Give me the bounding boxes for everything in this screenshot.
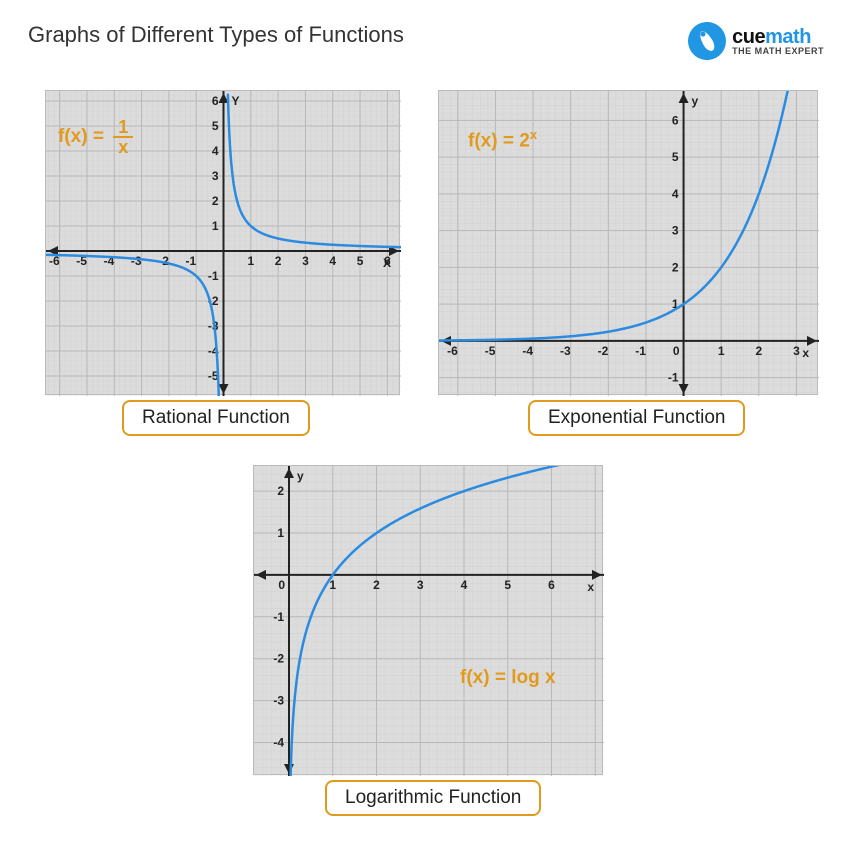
formula-logarithmic: f(x) = log x: [460, 668, 556, 687]
chart-panel-logarithmic: 0123456-4-3-2-112xy: [253, 465, 603, 775]
svg-text:1: 1: [277, 526, 284, 540]
svg-text:x: x: [802, 346, 809, 360]
chart-label-rational: Rational Function: [122, 400, 310, 436]
svg-text:3: 3: [672, 224, 679, 238]
logo-brand-suffix: math: [765, 26, 811, 48]
svg-text:X: X: [383, 256, 391, 270]
svg-text:Y: Y: [232, 94, 240, 108]
svg-text:2: 2: [277, 484, 284, 498]
svg-text:-3: -3: [273, 694, 284, 708]
svg-text:4: 4: [672, 187, 679, 201]
svg-text:1: 1: [247, 254, 254, 268]
svg-text:5: 5: [357, 254, 364, 268]
logo-brand: cuemath: [732, 27, 824, 47]
svg-text:1: 1: [718, 344, 725, 358]
svg-text:-1: -1: [208, 269, 219, 283]
svg-text:-5: -5: [485, 344, 496, 358]
svg-text:y: y: [297, 469, 304, 483]
logo-brand-prefix: cue: [732, 26, 765, 48]
svg-text:2: 2: [275, 254, 282, 268]
svg-text:-2: -2: [273, 652, 284, 666]
svg-text:6: 6: [548, 578, 555, 592]
formula-rational: f(x) = 1x: [58, 118, 133, 156]
formula-exponential: f(x) = 2x: [468, 128, 537, 150]
svg-text:2: 2: [373, 578, 380, 592]
svg-text:5: 5: [212, 119, 219, 133]
svg-text:3: 3: [212, 169, 219, 183]
chart-label-logarithmic: Logarithmic Function: [325, 780, 541, 816]
svg-text:2: 2: [212, 194, 219, 208]
svg-text:6: 6: [672, 113, 679, 127]
svg-text:-1: -1: [668, 371, 679, 385]
logo: cuemath THE MATH EXPERT: [688, 22, 824, 60]
page-title: Graphs of Different Types of Functions: [28, 22, 404, 48]
svg-text:y: y: [692, 94, 699, 108]
svg-text:-4: -4: [273, 735, 284, 749]
svg-text:2: 2: [755, 344, 762, 358]
svg-text:3: 3: [417, 578, 424, 592]
svg-text:-2: -2: [598, 344, 609, 358]
svg-text:1: 1: [212, 219, 219, 233]
logo-text: cuemath THE MATH EXPERT: [732, 27, 824, 56]
svg-text:0: 0: [673, 344, 680, 358]
svg-text:-4: -4: [522, 344, 533, 358]
svg-text:3: 3: [302, 254, 309, 268]
svg-text:6: 6: [212, 94, 219, 108]
svg-text:-1: -1: [273, 610, 284, 624]
logo-tagline: THE MATH EXPERT: [732, 47, 824, 56]
svg-text:-1: -1: [635, 344, 646, 358]
svg-text:-1: -1: [186, 254, 197, 268]
svg-text:2: 2: [672, 260, 679, 274]
svg-text:3: 3: [793, 344, 800, 358]
svg-text:5: 5: [672, 150, 679, 164]
svg-text:-6: -6: [447, 344, 458, 358]
svg-text:-3: -3: [131, 254, 142, 268]
svg-text:0: 0: [278, 578, 285, 592]
svg-text:4: 4: [461, 578, 468, 592]
svg-text:4: 4: [212, 144, 219, 158]
svg-text:-3: -3: [560, 344, 571, 358]
rocket-icon: [681, 15, 733, 67]
svg-text:4: 4: [329, 254, 336, 268]
svg-text:5: 5: [504, 578, 511, 592]
svg-text:x: x: [587, 580, 594, 594]
chart-label-exponential: Exponential Function: [528, 400, 745, 436]
